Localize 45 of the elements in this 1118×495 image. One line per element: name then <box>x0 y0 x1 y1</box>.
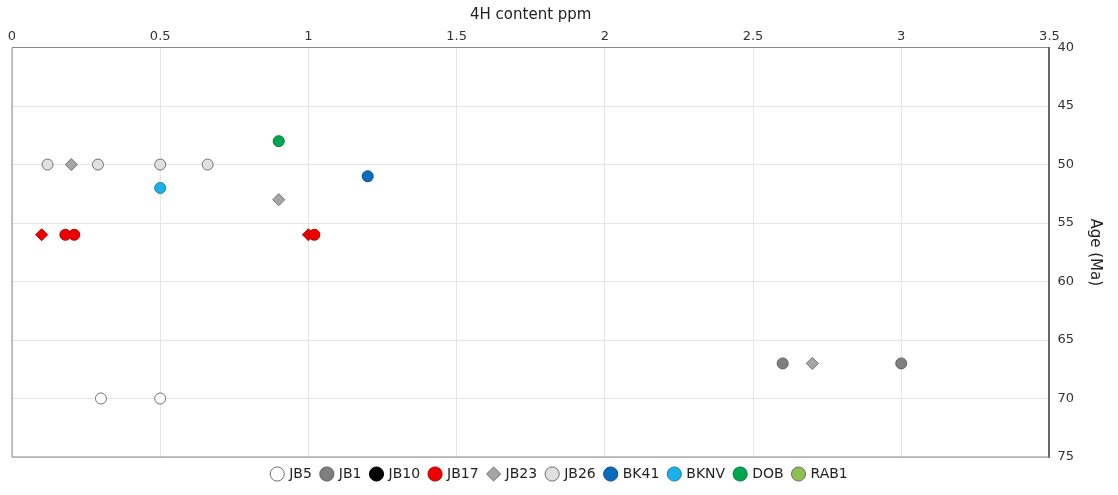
legend-label: DOB <box>752 464 784 481</box>
point <box>94 392 107 405</box>
point <box>154 392 167 405</box>
y-axis-title: Age (Ma) <box>1087 218 1106 287</box>
point <box>272 193 286 207</box>
point <box>154 181 167 194</box>
point <box>64 158 78 172</box>
legend-label: JB23 <box>504 464 538 481</box>
x-axis-title: 4H content ppm <box>470 4 592 23</box>
y-tick-label: 50 <box>1057 155 1074 171</box>
y-tick-label: 40 <box>1057 38 1074 54</box>
point <box>41 158 54 171</box>
point <box>895 357 908 370</box>
point <box>35 228 49 242</box>
x-tick-label: 0 <box>7 28 17 44</box>
legend-label: JB5 <box>288 464 312 481</box>
legend-label: JB1 <box>337 464 362 481</box>
legend-label: JB17 <box>446 464 479 481</box>
legend-label: RAB1 <box>810 464 848 481</box>
point <box>805 356 819 370</box>
x-tick-label: 0.5 <box>149 28 171 44</box>
point <box>308 228 321 241</box>
x-tick-label: 1 <box>304 28 313 44</box>
y-tick-label: 75 <box>1057 448 1074 464</box>
y-tick-label: 45 <box>1057 97 1074 113</box>
x-tick-label: 3 <box>897 28 906 44</box>
x-tick-label: 2.5 <box>742 28 764 44</box>
y-tick-label: 60 <box>1057 272 1074 288</box>
x-tick-label: 1.5 <box>446 28 467 44</box>
x-tick-label: 3.5 <box>1039 28 1060 44</box>
point <box>91 158 104 171</box>
point <box>361 170 374 183</box>
point <box>776 357 789 370</box>
point <box>272 135 285 148</box>
legend-label: JB26 <box>563 464 596 481</box>
y-tick-label: 70 <box>1057 389 1074 405</box>
y-tick-label: 55 <box>1057 214 1074 230</box>
y-tick-label: 65 <box>1057 331 1074 347</box>
legend-label: BK41 <box>622 464 660 481</box>
legend-label: BKNV <box>686 464 726 481</box>
x-tick-label: 2 <box>600 28 609 44</box>
legend-label: JB10 <box>387 464 421 481</box>
point <box>201 158 214 171</box>
point <box>68 228 81 241</box>
point <box>154 158 167 171</box>
